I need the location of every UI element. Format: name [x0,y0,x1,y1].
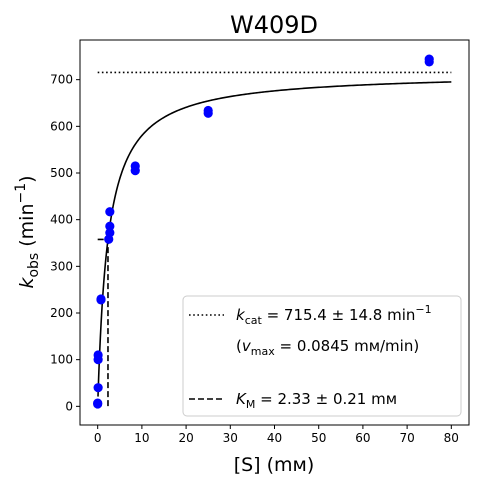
data-point [93,383,103,393]
x-axis-ticks: 0 10 20 30 40 50 60 70 80 [94,425,459,445]
x-tick-label: 0 [94,431,102,445]
data-point [93,350,103,360]
chart-title: W409D [230,11,318,39]
y-tick-label: 300 [50,259,73,273]
x-tick-label: 10 [134,431,149,445]
y-axis-ticks: 0 100 200 300 400 500 600 700 [50,73,80,413]
x-axis-label: [S] (mм) [234,454,315,476]
legend: kcat = 715.4 ± 14.8 min−1 (vmax = 0.0845… [182,295,462,417]
y-tick-label: 400 [50,213,73,227]
y-tick-label: 200 [50,306,73,320]
y-tick-label: 600 [50,119,73,133]
y-tick-label: 100 [50,353,73,367]
data-point [424,54,434,64]
y-tick-label: 0 [65,399,73,413]
data-point [105,221,115,231]
y-tick-label: 500 [50,166,73,180]
data-point [93,398,103,408]
x-tick-label: 60 [355,431,370,445]
data-point [105,228,115,238]
x-tick-label: 70 [399,431,414,445]
plot-area [93,54,452,409]
x-tick-label: 80 [444,431,459,445]
data-point [96,294,106,304]
x-tick-label: 20 [178,431,193,445]
data-point [203,105,213,116]
x-tick-label: 50 [311,431,326,445]
x-tick-label: 40 [267,431,282,445]
data-point [105,207,115,217]
legend-box [182,295,462,417]
legend-km-text: KM = 2.33 ± 0.21 mм [236,390,397,411]
data-point [130,161,140,171]
legend-vmax-text: (vmax = 0.0845 mм/min) [236,337,419,358]
y-tick-label: 700 [50,73,73,87]
y-axis-label: kobs (min−1) [13,175,42,288]
legend-kcat-text: kcat = 715.4 ± 14.8 min−1 [236,303,432,327]
x-tick-label: 30 [223,431,238,445]
